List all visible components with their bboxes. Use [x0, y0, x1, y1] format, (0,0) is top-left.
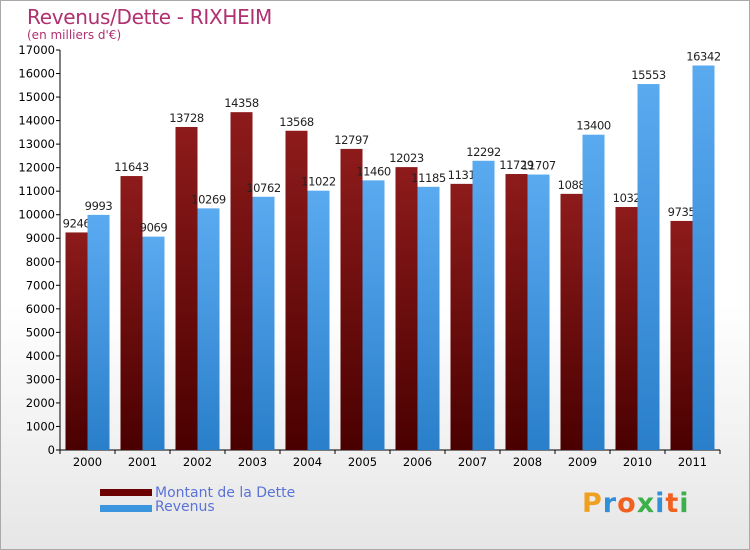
data-label: 10762: [246, 181, 281, 195]
data-label: 1088: [558, 178, 586, 192]
logo-letter: t: [665, 488, 680, 519]
bar-dette: [175, 126, 198, 451]
data-label: 12292: [466, 145, 501, 159]
bar-dette: [340, 148, 363, 451]
x-tick-label: 2006: [403, 455, 432, 469]
x-tick-label: 2007: [458, 455, 487, 469]
data-label: 13728: [169, 111, 204, 125]
y-tick-label: 7000: [26, 278, 55, 292]
y-tick-label: 9000: [26, 231, 55, 245]
logo-letter: i: [679, 488, 690, 519]
bar-dette: [560, 193, 583, 450]
legend-label-dette: Montant de la Dette: [155, 485, 296, 501]
bar-revenus: [582, 134, 605, 451]
y-tick-label: 4000: [26, 349, 55, 363]
legend-label-revenus: Revenus: [155, 499, 215, 515]
data-label: 11643: [114, 160, 149, 174]
logo-letter: P: [582, 488, 603, 519]
y-tick-label: 17000: [18, 43, 55, 57]
chart-subtitle: (en milliers d'€): [27, 28, 122, 42]
bar-dette: [230, 112, 253, 450]
data-label: 14358: [224, 96, 259, 110]
y-tick-label: 8000: [26, 255, 55, 269]
x-tick-label: 2002: [183, 455, 212, 469]
legend-swatch-dette: [100, 489, 152, 496]
x-tick-label: 2003: [238, 455, 267, 469]
data-label: 9735: [668, 205, 696, 219]
logo-letter: x: [636, 488, 656, 519]
logo-letter: i: [655, 488, 666, 519]
data-label: 9069: [140, 221, 168, 235]
y-tick-label: 10000: [18, 208, 55, 222]
data-label: 16342: [686, 49, 721, 63]
y-tick-label: 5000: [26, 325, 55, 339]
y-tick-label: 14000: [18, 114, 55, 128]
y-tick-label: 1000: [26, 419, 55, 433]
data-label: 15553: [631, 68, 666, 82]
bar-dette: [395, 167, 418, 450]
y-tick-label: 12000: [18, 161, 55, 175]
x-tick-label: 2009: [568, 455, 597, 469]
y-tick-label: 15000: [18, 90, 55, 104]
legend-swatch-revenus: [100, 505, 152, 512]
data-label: 11729: [499, 158, 534, 172]
bar-dette: [505, 174, 528, 450]
proxiti-logo: Proxiti: [582, 488, 690, 519]
bar-revenus: [527, 174, 550, 450]
chart-title: Revenus/Dette - RIXHEIM: [27, 5, 273, 29]
data-label: 10269: [191, 192, 226, 206]
bar-revenus: [87, 214, 110, 450]
x-tick-label: 2004: [293, 455, 322, 469]
data-label: 11022: [301, 175, 336, 189]
bar-revenus: [197, 208, 220, 450]
data-label: 11185: [411, 171, 446, 185]
data-label: 11460: [356, 164, 391, 178]
bar-revenus: [142, 236, 165, 450]
bar-dette: [120, 176, 143, 450]
bar-revenus: [362, 180, 385, 450]
bar-revenus: [692, 65, 715, 450]
data-label: 9993: [85, 199, 113, 213]
bar-revenus: [307, 190, 330, 451]
logo-letter: r: [602, 488, 618, 519]
data-label: 1032: [613, 191, 641, 205]
bar-dette: [285, 130, 308, 451]
y-tick-label: 16000: [18, 67, 55, 81]
x-tick-label: 2008: [513, 455, 542, 469]
data-label: 13568: [279, 115, 314, 129]
y-tick-label: 2000: [26, 396, 55, 410]
x-tick-label: 2000: [73, 455, 102, 469]
data-label: 1131: [448, 168, 476, 182]
y-tick-label: 6000: [26, 302, 55, 316]
bar-dette: [615, 207, 638, 450]
x-tick-label: 2011: [678, 455, 707, 469]
bar-revenus: [417, 186, 440, 450]
x-tick-label: 2010: [623, 455, 652, 469]
x-tick-label: 2005: [348, 455, 377, 469]
y-tick-label: 13000: [18, 137, 55, 151]
data-label: 12797: [334, 133, 369, 147]
bar-dette: [450, 183, 473, 450]
bar-revenus: [472, 160, 495, 450]
bar-dette: [670, 220, 693, 450]
y-tick-label: 11000: [18, 184, 55, 198]
bar-revenus: [637, 84, 660, 450]
x-tick-label: 2001: [128, 455, 157, 469]
bar-dette: [65, 232, 88, 450]
bar-chart: 0 1000 2000 3000 4000 5000 6000 7000 8000 9000 100…: [18, 43, 721, 469]
data-label: 13400: [576, 119, 611, 133]
y-tick-label: 3000: [26, 372, 55, 386]
data-label: 9246: [63, 216, 91, 230]
data-label: 11707: [521, 159, 556, 173]
y-tick-label: 0: [48, 443, 55, 457]
data-label: 12023: [389, 151, 424, 165]
bar-revenus: [252, 196, 275, 450]
logo-letter: o: [617, 488, 637, 519]
